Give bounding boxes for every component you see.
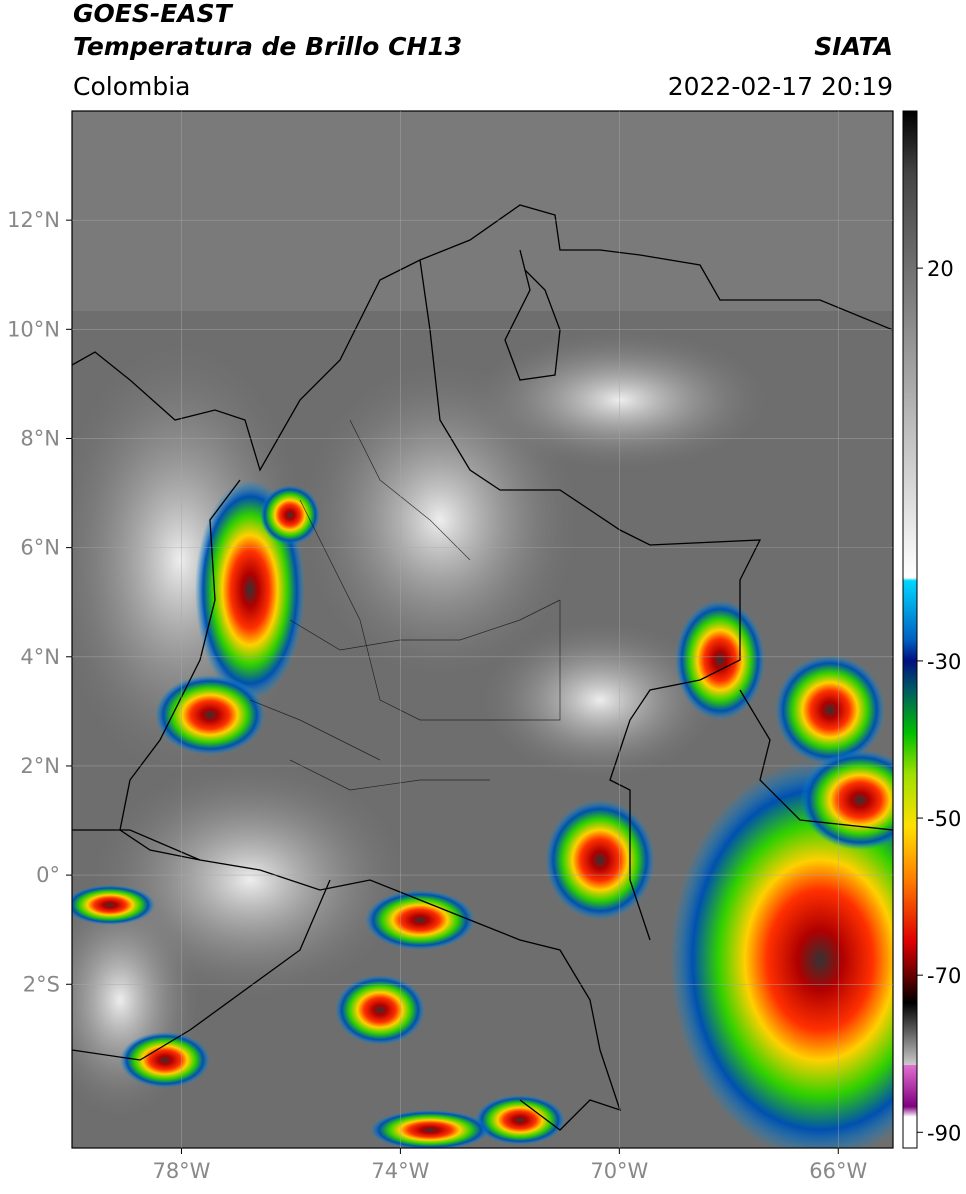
satellite: GOES-EAST bbox=[73, 0, 234, 28]
region: Colombia bbox=[73, 72, 190, 101]
y-tick-label: 8°N bbox=[20, 426, 60, 450]
colorbar-tick-label: -70 bbox=[927, 964, 961, 988]
x-tick-label: 66°W bbox=[809, 1159, 867, 1183]
map-frame bbox=[71, 110, 894, 1149]
datetime: 2022-02-17 20:19 bbox=[668, 72, 893, 101]
y-tick-label: 10°N bbox=[7, 317, 60, 341]
colorbar bbox=[902, 110, 918, 1149]
y-tick-label: 2°N bbox=[20, 754, 60, 778]
agency: SIATA bbox=[814, 32, 893, 61]
y-tick-label: 4°N bbox=[20, 645, 60, 669]
y-tick-label: 0° bbox=[36, 863, 60, 887]
x-tick-label: 70°W bbox=[590, 1159, 648, 1183]
colorbar-tick-label: -30 bbox=[927, 650, 961, 674]
colorbar-tick-label: -50 bbox=[927, 807, 961, 831]
satellite-image bbox=[72, 111, 893, 1148]
x-tick-label: 74°W bbox=[371, 1159, 429, 1183]
y-tick-label: 2°S bbox=[23, 972, 60, 996]
x-tick-label: 78°W bbox=[152, 1159, 210, 1183]
product: Temperatura de Brillo CH13 bbox=[73, 32, 462, 61]
y-tick-label: 6°N bbox=[20, 536, 60, 560]
colorbar-tick-label: -90 bbox=[927, 1121, 961, 1145]
y-tick-label: 12°N bbox=[7, 208, 60, 232]
colorbar-tick-label: 20 bbox=[927, 257, 954, 281]
